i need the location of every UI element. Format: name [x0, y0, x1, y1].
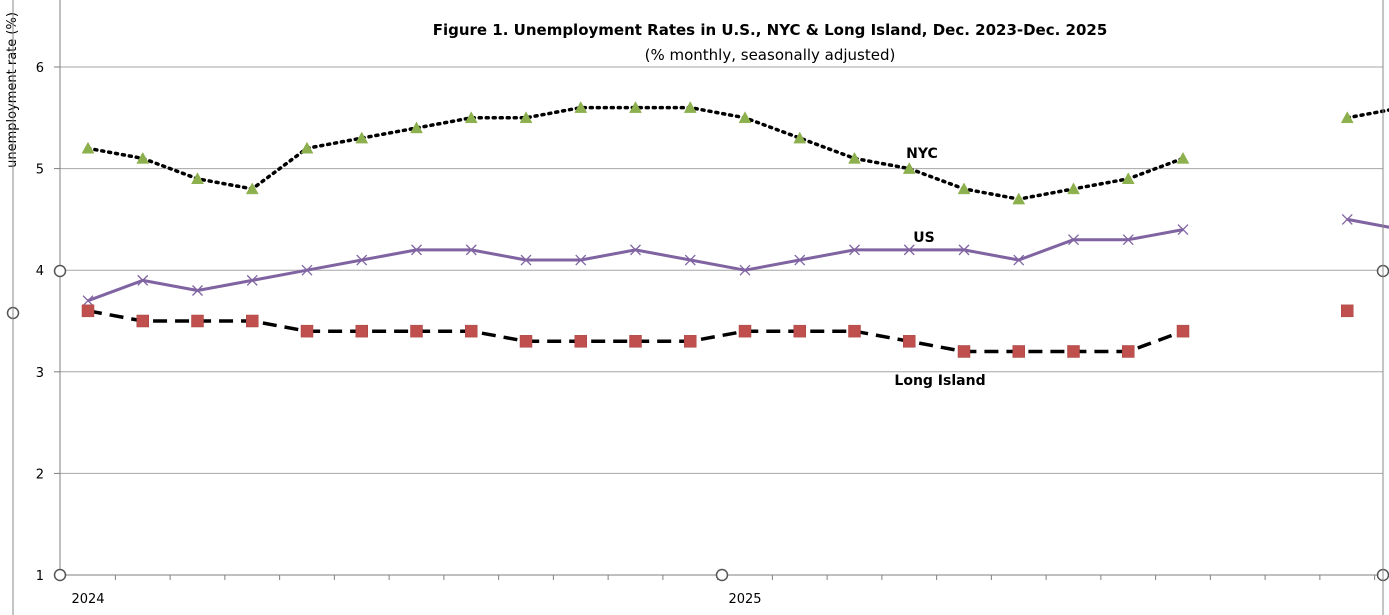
data-point-nyc [848, 151, 861, 164]
x-axis-ticks [114, 575, 1376, 580]
data-point-long-island [465, 324, 478, 338]
chart-title: Figure 1. Unemployment Rates in U.S., NY… [433, 21, 1108, 39]
data-point-nyc [355, 131, 369, 144]
data-point-long-island [1012, 345, 1025, 358]
data-point-long-island [1122, 345, 1135, 358]
data-point-nyc [410, 121, 423, 134]
series-lines [86, 105, 1389, 354]
data-point-nyc [191, 172, 204, 185]
data-point-long-island [300, 324, 314, 338]
data-point-long-island [191, 314, 204, 328]
data-point-us [1013, 254, 1025, 266]
data-point-us [1341, 213, 1353, 225]
data-point-nyc [738, 111, 752, 124]
selection-handles[interactable] [6, 264, 1389, 582]
data-point-us [739, 264, 751, 276]
data-point-long-island [355, 324, 368, 338]
data-point-long-island [629, 335, 642, 348]
data-point-long-island [1341, 304, 1354, 318]
data-point-nyc [136, 151, 150, 164]
data-point-nyc [1176, 151, 1190, 164]
x-axis-tick-labels: 2024 2025 [71, 592, 761, 607]
data-point-us [465, 244, 477, 256]
y-axis-tick-labels: 1 2 3 4 5 6 [36, 61, 44, 584]
data-point-long-island [246, 314, 259, 328]
x-tick-label: 2024 [71, 592, 104, 607]
data-point-long-island [903, 335, 916, 348]
data-point-long-island [684, 335, 697, 348]
data-point-us [82, 295, 94, 307]
data-point-us [301, 264, 313, 276]
gridlines [54, 66, 1383, 576]
data-point-nyc [1067, 182, 1080, 195]
data-point-long-island [957, 345, 971, 358]
data-point-nyc [793, 131, 807, 144]
data-point-nyc [519, 111, 533, 124]
resize-handle-bottom-left[interactable] [53, 568, 67, 582]
series-label-us: US [913, 230, 934, 246]
data-point-us [1068, 234, 1079, 246]
data-point-nyc [957, 182, 971, 195]
data-point-nyc [245, 182, 259, 195]
data-point-us [575, 254, 587, 266]
y-tick-label: 2 [36, 467, 44, 482]
data-point-us [630, 244, 641, 256]
y-tick-label: 6 [36, 61, 44, 76]
y-tick-label: 5 [36, 163, 44, 178]
series-line-nyc [1345, 108, 1389, 120]
data-point-long-island [519, 335, 533, 348]
y-tick-label: 4 [36, 264, 44, 279]
data-point-long-island [136, 314, 149, 328]
data-point-long-island [1067, 345, 1080, 358]
data-point-long-island [574, 335, 587, 348]
data-point-us [137, 274, 149, 286]
resize-handle-left[interactable] [53, 264, 67, 278]
data-point-nyc [902, 162, 916, 174]
series-line-us [87, 228, 1184, 303]
data-point-nyc [683, 101, 697, 113]
data-point-us [356, 254, 368, 266]
data-point-us [411, 244, 422, 256]
data-point-nyc [629, 101, 642, 113]
x-tick-label: 2025 [728, 592, 761, 607]
data-point-us [684, 254, 696, 266]
resize-handle-bottom[interactable] [715, 568, 729, 582]
data-point-us [192, 285, 203, 296]
data-point-long-island [793, 324, 806, 338]
y-tick-label: 1 [36, 569, 44, 584]
series-line-us [1347, 217, 1389, 229]
data-point-nyc [300, 141, 314, 154]
data-point-long-island [81, 304, 95, 318]
data-point-long-island [1176, 324, 1190, 338]
series-markers [81, 101, 1354, 358]
data-point-us [794, 254, 806, 266]
data-point-nyc [1012, 192, 1026, 205]
series-label-long-island: Long Island [894, 373, 985, 389]
data-point-us [246, 274, 258, 286]
data-point-us [849, 244, 860, 256]
data-point-nyc [464, 111, 478, 124]
data-point-long-island [738, 324, 752, 338]
data-point-nyc [81, 141, 95, 154]
data-point-us [520, 254, 532, 266]
series-label-nyc: NYC [906, 146, 938, 162]
data-point-long-island [848, 324, 861, 338]
data-point-nyc [1121, 172, 1135, 185]
data-point-us [1122, 234, 1134, 246]
data-point-nyc [1340, 111, 1354, 124]
y-tick-label: 3 [36, 366, 44, 381]
data-point-us [1177, 224, 1189, 236]
data-point-us [958, 244, 970, 256]
chart-subtitle: (% monthly, seasonally adjusted) [645, 46, 896, 64]
data-point-nyc [574, 101, 588, 113]
data-point-us [903, 244, 915, 256]
data-point-long-island [410, 324, 423, 338]
